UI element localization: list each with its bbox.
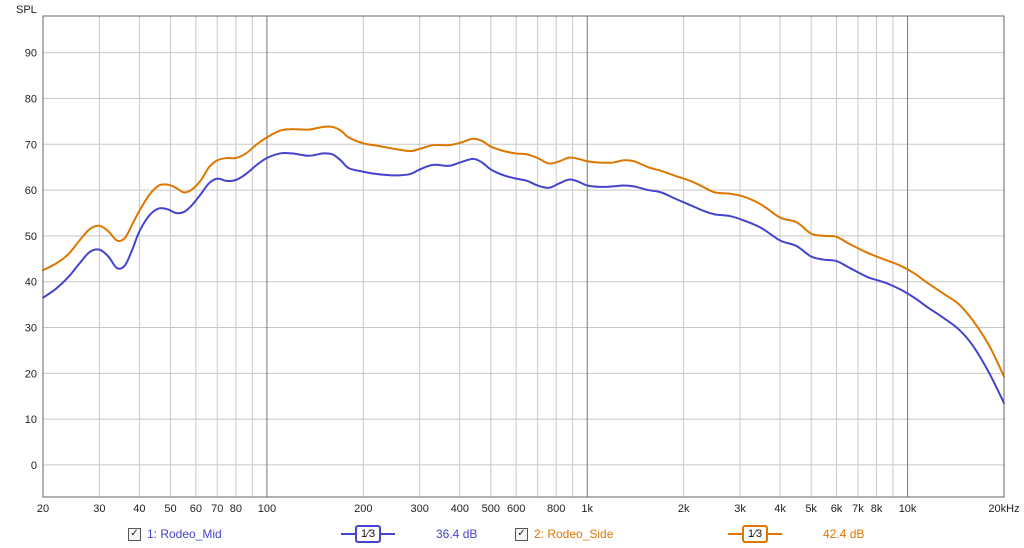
x-tick-label: 60: [190, 503, 202, 515]
x-tick-label: 400: [451, 503, 469, 515]
x-tick-label: 6k: [831, 503, 843, 515]
y-tick-label: 10: [25, 414, 37, 426]
x-tick-label: 200: [354, 503, 372, 515]
x-tick-label: 3k: [734, 503, 746, 515]
x-tick-label: 2k: [678, 503, 690, 515]
series-1-line-swatch-right: [381, 533, 396, 535]
y-tick-label: 70: [25, 139, 37, 151]
x-tick-label: 80: [230, 503, 242, 515]
series-2-smoothing-control[interactable]: 1⁄3: [728, 525, 783, 543]
x-tick-label: 30: [93, 503, 105, 515]
series-1-line-swatch: [341, 533, 355, 535]
y-tick-label: 30: [25, 323, 37, 335]
series-1-smoothing-control[interactable]: 1⁄3: [341, 525, 396, 543]
legend-series-1[interactable]: ✓ 1: Rodeo_Mid: [128, 524, 222, 544]
series-1-label[interactable]: 1: Rodeo_Mid: [147, 527, 222, 541]
x-tick-label: 20: [37, 503, 49, 515]
series-1-smoothing-button[interactable]: 1⁄3: [355, 525, 382, 543]
y-tick-label: 0: [31, 460, 37, 472]
plot-area-border: [42, 15, 1005, 498]
y-tick-label: 20: [25, 368, 37, 380]
x-tick-label: 600: [507, 503, 525, 515]
y-tick-label: 80: [25, 93, 37, 105]
series-2-line-swatch-right: [768, 533, 783, 535]
y-tick-label: 50: [25, 231, 37, 243]
legend-series-2[interactable]: ✓ 2: Rodeo_Side: [515, 524, 613, 544]
x-tick-label: 40: [133, 503, 145, 515]
y-tick-label: 60: [25, 185, 37, 197]
y-tick-label: 40: [25, 277, 37, 289]
x-tick-labels: 20 30 40 50 60 70 80 100 200 300 400 500 600 800 1k 2k 3…: [37, 503, 1020, 515]
series-1-checkbox[interactable]: ✓: [128, 527, 141, 541]
series-line-2: [42, 125, 1005, 378]
x-tick-label: 20kHz: [988, 503, 1019, 515]
x-tick-label: 500: [482, 503, 500, 515]
series-2-smoothing-button[interactable]: 1⁄3: [742, 525, 769, 543]
x-tick-label: 800: [547, 503, 565, 515]
frequency-response-chart: SPL 0 10 20 30 40 50 60 70 80 90 20 30 40 50 60 70 80 10…: [16, 4, 1020, 515]
x-tick-label: 1k: [581, 503, 593, 515]
series-2-checkbox[interactable]: ✓: [515, 527, 528, 541]
series-line-1: [42, 151, 1005, 405]
series-lines: [42, 125, 1005, 405]
y-tick-label: 90: [25, 48, 37, 60]
x-tick-label: 70: [211, 503, 223, 515]
x-tick-label: 4k: [774, 503, 786, 515]
y-tick-labels: 0 10 20 30 40 50 60 70 80 90: [25, 48, 37, 472]
series-1-level: 36.4 dB: [436, 527, 478, 541]
y-axis-unit-label: SPL: [16, 4, 37, 16]
series-2-line-swatch: [728, 533, 742, 535]
x-tick-label: 50: [164, 503, 176, 515]
x-tick-label: 8k: [871, 503, 883, 515]
x-tick-label: 100: [258, 503, 276, 515]
x-tick-label: 300: [411, 503, 429, 515]
series-2-label[interactable]: 2: Rodeo_Side: [534, 527, 614, 541]
x-tick-label: 5k: [805, 503, 817, 515]
series-2-level: 42.4 dB: [823, 527, 865, 541]
x-tick-label: 7k: [852, 503, 864, 515]
x-tick-label: 10k: [899, 503, 917, 515]
grid-lines: [42, 16, 1005, 497]
